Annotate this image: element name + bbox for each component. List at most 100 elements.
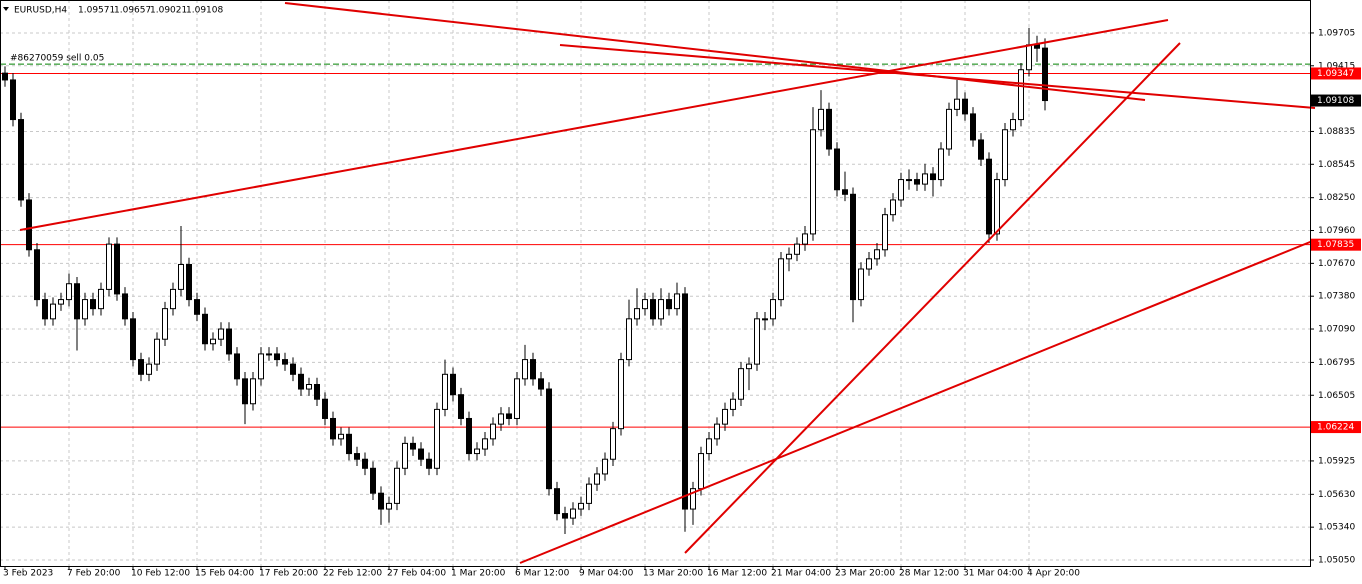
candle-body bbox=[370, 467, 376, 494]
candle-body bbox=[674, 293, 680, 310]
candle-body bbox=[410, 442, 416, 450]
candle-body bbox=[1042, 47, 1048, 102]
candle-body bbox=[154, 338, 160, 365]
candle-body bbox=[738, 368, 744, 400]
candle-body bbox=[698, 453, 704, 490]
symbol-label: EURUSD,H4 bbox=[14, 6, 67, 16]
candle-body bbox=[722, 408, 728, 425]
candle-body bbox=[890, 199, 896, 216]
candle-body bbox=[994, 179, 1000, 235]
y-tick-label: 1.05050 bbox=[1318, 555, 1355, 565]
candle-body bbox=[682, 293, 688, 510]
y-tick-label: 1.07380 bbox=[1318, 292, 1355, 302]
candle-body bbox=[810, 129, 816, 235]
candle-body bbox=[242, 378, 248, 405]
candle-body bbox=[274, 353, 280, 361]
candle-body bbox=[842, 189, 848, 195]
candle-body bbox=[754, 318, 760, 365]
candle-body bbox=[346, 433, 352, 455]
x-tick-label: 10 Feb 12:00 bbox=[131, 569, 190, 579]
x-tick-label: 28 Mar 12:00 bbox=[899, 569, 959, 579]
trend-line bbox=[19, 19, 1169, 231]
candle-body bbox=[50, 303, 56, 320]
x-tick-label: 13 Mar 20:00 bbox=[643, 569, 703, 579]
candle-body bbox=[450, 373, 456, 396]
candle-body bbox=[642, 299, 648, 310]
candle-body bbox=[42, 299, 48, 320]
candle-body bbox=[586, 483, 592, 504]
candle-body bbox=[466, 417, 472, 455]
candle-body bbox=[714, 423, 720, 440]
candle-body bbox=[938, 148, 944, 181]
candle-body bbox=[306, 384, 312, 390]
candle-body bbox=[114, 243, 120, 295]
candle-body bbox=[258, 353, 264, 380]
candle-body bbox=[402, 442, 408, 469]
plot-frame bbox=[0, 0, 1311, 567]
candle-body bbox=[826, 108, 832, 150]
candle-body bbox=[850, 193, 856, 301]
candle-body bbox=[426, 458, 432, 469]
level-label: 1.09347 bbox=[1317, 69, 1354, 79]
candle-body bbox=[882, 214, 888, 251]
candle-body bbox=[162, 308, 168, 340]
x-tick-label: 27 Feb 04:00 bbox=[387, 569, 446, 579]
candle-body bbox=[962, 98, 968, 115]
trend-lines bbox=[19, 2, 1316, 564]
trend-line bbox=[284, 2, 1146, 101]
candle-body bbox=[914, 179, 920, 185]
price-label-box bbox=[1311, 94, 1361, 107]
candle-body bbox=[130, 318, 136, 361]
candle-body bbox=[250, 378, 256, 405]
candle-body bbox=[834, 148, 840, 191]
candle-body bbox=[282, 359, 288, 365]
header-high: 1.09657 bbox=[114, 6, 151, 16]
candle-body bbox=[290, 363, 296, 375]
y-tick-label: 1.08545 bbox=[1318, 160, 1355, 170]
candle-body bbox=[354, 453, 360, 460]
candle-body bbox=[538, 378, 544, 390]
candle-body bbox=[146, 363, 152, 375]
candle-body bbox=[18, 119, 24, 201]
candle-body bbox=[226, 328, 232, 355]
candle-body bbox=[978, 139, 984, 160]
x-tick-label: 9 Mar 04:00 bbox=[579, 569, 634, 579]
candle-body bbox=[170, 288, 176, 310]
y-tick-label: 1.09415 bbox=[1318, 61, 1355, 71]
candle-body bbox=[498, 413, 504, 425]
candle-body bbox=[650, 299, 656, 320]
level-label-box bbox=[1311, 67, 1361, 80]
candle-body bbox=[298, 373, 304, 390]
candles bbox=[2, 27, 1048, 534]
candle-body bbox=[106, 243, 112, 290]
candle-body bbox=[10, 79, 16, 121]
y-tick-label: 1.05925 bbox=[1318, 456, 1355, 466]
candle-body bbox=[794, 243, 800, 255]
level-label-box bbox=[1311, 238, 1361, 251]
y-tick-label: 1.05630 bbox=[1318, 490, 1355, 500]
header-low: 1.09021 bbox=[150, 6, 187, 16]
candle-body bbox=[26, 199, 32, 251]
level-label-box bbox=[1311, 421, 1361, 434]
candle-body bbox=[634, 308, 640, 320]
header-open: 1.09571 bbox=[78, 6, 115, 16]
x-tick-label: 4 Apr 20:00 bbox=[1027, 569, 1080, 579]
candle-body bbox=[474, 448, 480, 455]
candle-body bbox=[818, 108, 824, 131]
header-close: 1.09108 bbox=[186, 6, 223, 16]
candle-body bbox=[786, 253, 792, 260]
x-tick-label: 15 Feb 04:00 bbox=[195, 569, 254, 579]
candle-body bbox=[322, 398, 328, 419]
trend-line bbox=[519, 239, 1316, 564]
candle-body bbox=[1002, 129, 1008, 181]
candle-body bbox=[610, 428, 616, 460]
candle-body bbox=[338, 433, 344, 440]
candle-body bbox=[34, 249, 40, 301]
level-label: 1.07835 bbox=[1317, 240, 1354, 250]
candle-body bbox=[194, 299, 200, 315]
candle-body bbox=[514, 378, 520, 419]
candle-body bbox=[730, 398, 736, 410]
price-label: 1.09108 bbox=[1317, 96, 1354, 106]
